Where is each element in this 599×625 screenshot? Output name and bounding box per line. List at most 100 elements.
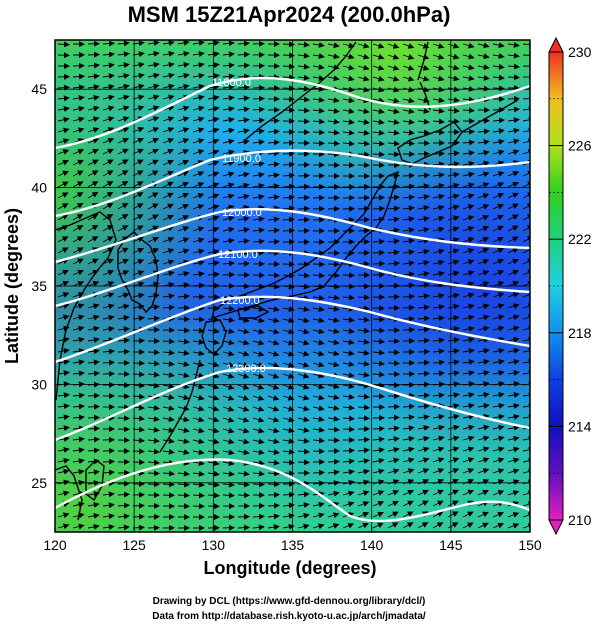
wind-arrow (57, 236, 69, 243)
wind-arrow (327, 328, 340, 335)
wind-arrow (342, 97, 355, 104)
wind-arrow (312, 328, 325, 335)
wind-arrow (192, 51, 205, 57)
wind-arrow (282, 205, 295, 212)
wind-arrow (522, 359, 530, 365)
wind-arrow (387, 216, 400, 223)
wind-arrow (237, 238, 250, 245)
wind-arrow (237, 438, 250, 445)
y-tick-label: 40 (31, 180, 47, 196)
wind-arrow (447, 370, 460, 377)
wind-arrow (312, 361, 325, 368)
wind-arrow (192, 237, 205, 244)
wind-arrow (222, 51, 235, 58)
wind-arrow (222, 73, 235, 80)
wind-arrow (447, 215, 460, 222)
wind-arrow (492, 402, 505, 409)
wind-arrow (117, 40, 130, 47)
wind-arrow (357, 227, 370, 234)
wind-arrow (87, 159, 99, 166)
wind-arrow (87, 170, 99, 177)
wind-arrow (132, 192, 144, 199)
wind-arrow (462, 160, 475, 167)
wind-arrow (162, 437, 175, 444)
wind-arrow (147, 137, 160, 144)
wind-arrow (282, 416, 295, 423)
wind-arrow (72, 148, 85, 155)
wind-arrow (267, 405, 280, 412)
wind-arrow (417, 194, 430, 201)
wind-arrow (447, 96, 460, 103)
wind-arrow (252, 117, 265, 124)
wind-arrow (237, 328, 250, 335)
wind-arrow (222, 316, 235, 323)
wind-arrow (432, 43, 445, 49)
wind-arrow (507, 303, 520, 309)
wind-arrow (417, 108, 430, 114)
wind-arrow (507, 403, 520, 409)
wind-arrow (252, 95, 265, 102)
wind-arrow (297, 183, 310, 190)
wind-arrow (117, 480, 130, 487)
wind-arrow (147, 214, 159, 221)
wind-arrow (342, 393, 355, 400)
wind-arrow (132, 426, 145, 433)
y-tick-label: 45 (31, 81, 47, 97)
wind-arrow (87, 51, 100, 58)
wind-arrow (132, 281, 145, 288)
wind-arrow (522, 127, 530, 134)
wind-arrow (57, 347, 70, 354)
wind-arrow (402, 43, 415, 49)
wind-arrow (327, 107, 340, 114)
wind-arrow (372, 205, 385, 212)
wind-arrow (117, 159, 129, 166)
wind-arrow (222, 416, 235, 423)
wind-arrow (522, 116, 530, 123)
wind-arrow (222, 171, 235, 178)
wind-arrow (462, 370, 475, 377)
wind-arrow (207, 339, 220, 346)
wind-arrow (252, 395, 265, 401)
wind-arrow (477, 204, 490, 210)
wind-arrow (147, 148, 159, 155)
wind-arrow (282, 216, 295, 223)
wind-arrow (477, 214, 490, 221)
wind-arrow (477, 347, 490, 354)
wind-arrow (237, 139, 250, 145)
wind-arrow (372, 349, 385, 356)
wind-arrow (462, 381, 475, 388)
wind-arrow (237, 260, 250, 267)
wind-arrow (237, 317, 250, 323)
wind-arrow (192, 62, 205, 68)
wind-arrow (477, 359, 490, 365)
wind-arrow (252, 438, 265, 445)
wind-arrow (177, 338, 190, 345)
wind-arrow (342, 316, 355, 323)
wind-arrow (447, 204, 460, 211)
wind-arrow (447, 326, 460, 332)
wind-arrow (117, 415, 130, 422)
wind-arrow (72, 269, 84, 276)
wind-arrow (282, 339, 295, 346)
wind-arrow (357, 382, 370, 389)
wind-arrow (462, 314, 475, 321)
wind-arrow (132, 247, 145, 254)
wind-arrow (102, 94, 115, 101)
wind-arrow (522, 392, 530, 399)
wind-arrow (72, 192, 84, 199)
wind-arrow (342, 86, 355, 93)
wind-arrow (222, 182, 235, 189)
wind-arrow (237, 73, 250, 80)
wind-arrow (417, 348, 430, 355)
wind-arrow (87, 359, 100, 366)
wind-arrow (177, 361, 190, 368)
wind-arrow (102, 40, 115, 47)
wind-arrow (372, 393, 385, 400)
wind-arrow (252, 139, 265, 146)
wind-arrow (507, 214, 519, 221)
wind-arrow (177, 149, 190, 155)
wind-arrow (162, 225, 175, 232)
wind-arrow (507, 281, 520, 287)
wind-arrow (207, 405, 220, 412)
wind-arrow (522, 269, 530, 276)
